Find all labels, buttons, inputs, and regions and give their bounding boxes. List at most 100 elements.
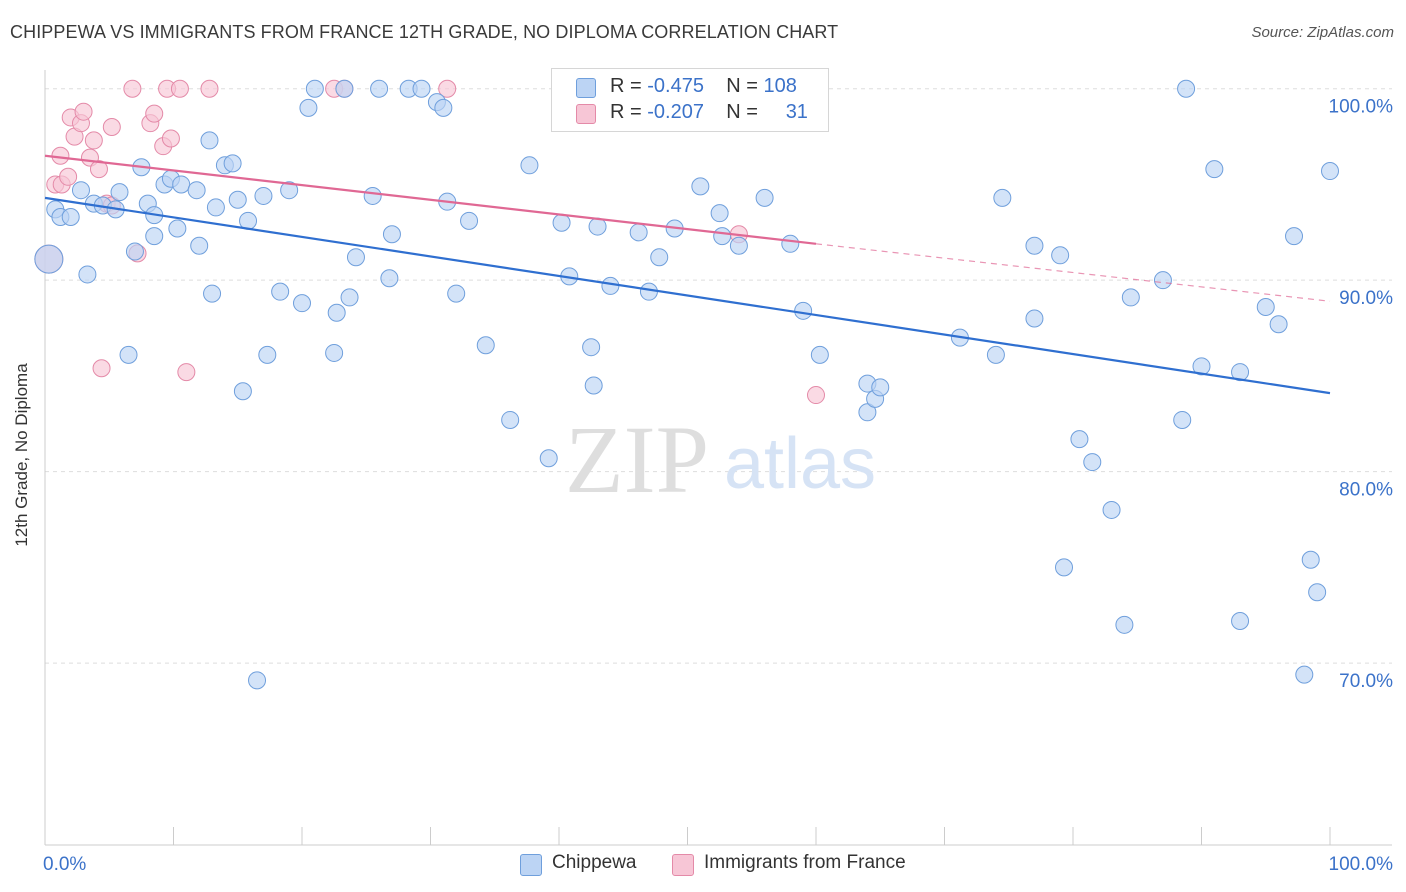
data-point-chippewa[interactable]	[781, 234, 800, 253]
data-point-chippewa[interactable]	[34, 244, 64, 274]
data-point-chippewa[interactable]	[1256, 297, 1275, 316]
data-point-chippewa[interactable]	[729, 236, 748, 255]
data-point-france[interactable]	[89, 160, 108, 179]
data-point-chippewa[interactable]	[1177, 79, 1196, 98]
data-point-chippewa[interactable]	[271, 282, 290, 301]
data-point-chippewa[interactable]	[1173, 410, 1192, 429]
data-point-chippewa[interactable]	[1285, 227, 1304, 246]
data-point-chippewa[interactable]	[871, 378, 890, 397]
data-point-chippewa[interactable]	[258, 345, 277, 364]
data-point-france[interactable]	[84, 131, 103, 150]
data-point-chippewa[interactable]	[412, 79, 431, 98]
data-point-chippewa[interactable]	[1205, 160, 1224, 179]
data-point-chippewa[interactable]	[363, 186, 382, 205]
data-point-chippewa[interactable]	[248, 671, 267, 690]
data-point-chippewa[interactable]	[1102, 500, 1121, 519]
data-point-chippewa[interactable]	[1121, 288, 1140, 307]
data-point-france[interactable]	[170, 79, 189, 98]
data-point-chippewa[interactable]	[447, 284, 466, 303]
data-point-chippewa[interactable]	[206, 198, 225, 217]
data-point-chippewa[interactable]	[327, 303, 346, 322]
data-point-chippewa[interactable]	[1055, 558, 1074, 577]
data-point-france[interactable]	[807, 386, 825, 405]
data-point-chippewa[interactable]	[1321, 162, 1339, 181]
data-point-chippewa[interactable]	[78, 265, 97, 284]
data-point-france[interactable]	[102, 118, 121, 137]
data-point-france[interactable]	[200, 79, 219, 98]
data-point-chippewa[interactable]	[228, 190, 247, 209]
data-point-chippewa[interactable]	[460, 211, 479, 230]
data-point-chippewa[interactable]	[584, 376, 603, 395]
data-point-chippewa[interactable]	[582, 338, 601, 357]
data-point-chippewa[interactable]	[713, 227, 732, 246]
x-tick-label: 0.0%	[43, 854, 86, 875]
data-point-chippewa[interactable]	[299, 98, 318, 117]
data-point-chippewa[interactable]	[858, 403, 877, 422]
data-point-france[interactable]	[145, 104, 164, 123]
data-point-chippewa[interactable]	[810, 345, 829, 364]
data-point-chippewa[interactable]	[190, 236, 209, 255]
data-point-chippewa[interactable]	[200, 131, 219, 150]
data-point-chippewa[interactable]	[335, 79, 354, 98]
data-point-chippewa[interactable]	[1025, 309, 1044, 328]
data-point-chippewa[interactable]	[71, 181, 90, 200]
data-point-chippewa[interactable]	[794, 301, 813, 320]
data-point-chippewa[interactable]	[172, 175, 191, 194]
data-point-chippewa[interactable]	[168, 219, 187, 238]
data-point-france[interactable]	[177, 363, 196, 382]
data-point-chippewa[interactable]	[539, 449, 558, 468]
data-point-chippewa[interactable]	[145, 227, 164, 246]
data-point-chippewa[interactable]	[601, 276, 620, 295]
data-point-chippewa[interactable]	[1115, 615, 1134, 634]
data-point-chippewa[interactable]	[125, 242, 144, 261]
data-point-chippewa[interactable]	[293, 294, 311, 313]
data-point-chippewa[interactable]	[187, 181, 206, 200]
data-point-france[interactable]	[161, 129, 180, 148]
data-point-chippewa[interactable]	[280, 181, 299, 200]
data-point-chippewa[interactable]	[691, 177, 710, 196]
data-point-chippewa[interactable]	[61, 208, 80, 226]
data-point-chippewa[interactable]	[476, 336, 495, 355]
data-point-chippewa[interactable]	[254, 186, 273, 205]
data-point-france[interactable]	[123, 79, 142, 98]
data-point-chippewa[interactable]	[382, 225, 401, 244]
data-point-chippewa[interactable]	[380, 269, 399, 288]
data-point-chippewa[interactable]	[346, 248, 365, 267]
data-point-chippewa[interactable]	[993, 188, 1012, 207]
data-point-chippewa[interactable]	[1295, 665, 1314, 684]
data-point-france[interactable]	[438, 79, 457, 98]
data-point-chippewa[interactable]	[552, 213, 571, 232]
data-point-chippewa[interactable]	[501, 410, 520, 429]
data-point-chippewa[interactable]	[325, 343, 344, 362]
data-point-chippewa[interactable]	[1192, 357, 1211, 376]
data-point-chippewa[interactable]	[305, 79, 324, 98]
data-point-france[interactable]	[74, 102, 93, 121]
stats-legend: R = -0.475 N = 108 R = -0.207 N = 31	[551, 68, 829, 132]
data-point-chippewa[interactable]	[1231, 611, 1250, 630]
data-point-chippewa[interactable]	[1083, 453, 1102, 472]
data-point-chippewa[interactable]	[1301, 550, 1320, 569]
data-point-chippewa[interactable]	[1025, 236, 1044, 255]
data-point-chippewa[interactable]	[1269, 315, 1288, 334]
data-point-chippewa[interactable]	[639, 282, 658, 301]
data-point-chippewa[interactable]	[520, 156, 539, 175]
data-point-chippewa[interactable]	[650, 248, 669, 267]
data-point-chippewa[interactable]	[370, 79, 389, 98]
data-point-chippewa[interactable]	[110, 183, 129, 202]
data-point-chippewa[interactable]	[434, 98, 453, 117]
data-point-france[interactable]	[92, 359, 111, 378]
data-point-chippewa[interactable]	[340, 288, 359, 307]
data-point-chippewa[interactable]	[233, 382, 252, 401]
data-point-chippewa[interactable]	[629, 223, 648, 242]
data-point-chippewa[interactable]	[1153, 271, 1172, 290]
data-point-chippewa[interactable]	[203, 284, 222, 303]
data-point-chippewa[interactable]	[1070, 430, 1089, 449]
data-point-chippewa[interactable]	[119, 345, 138, 364]
data-point-chippewa[interactable]	[986, 345, 1005, 364]
data-point-chippewa[interactable]	[710, 204, 729, 223]
data-point-chippewa[interactable]	[755, 188, 774, 207]
data-point-france[interactable]	[59, 167, 78, 186]
data-point-chippewa[interactable]	[1051, 246, 1070, 265]
data-point-chippewa[interactable]	[1308, 583, 1327, 602]
data-point-chippewa[interactable]	[223, 154, 242, 173]
